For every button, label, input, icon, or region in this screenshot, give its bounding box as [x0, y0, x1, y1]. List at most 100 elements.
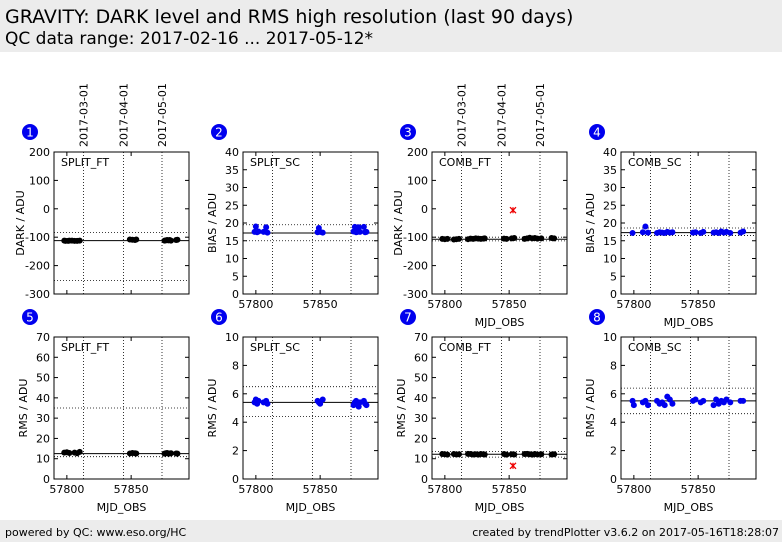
date-tick-label: 2017-05-01 — [156, 83, 169, 147]
y-tick-label: 20 — [603, 217, 617, 230]
x-axis-label: MJD_OBS — [97, 501, 147, 514]
x-tick-label: 57850 — [303, 298, 338, 311]
header-bar: GRAVITY: DARK level and RMS high resolut… — [0, 0, 782, 52]
y-tick-label: 0 — [610, 473, 617, 486]
y-tick-label: 0 — [232, 473, 239, 486]
data-point — [740, 397, 747, 404]
chart-panel-5: 0 10 20 30 40 50 60 70 57800 57850 MJD_OBS RMS / AD… — [17, 309, 190, 514]
x-tick-label: 57850 — [681, 298, 716, 311]
plot-frame — [242, 151, 379, 295]
page-title: GRAVITY: DARK level and RMS high resolut… — [5, 6, 574, 28]
data-point — [456, 235, 462, 242]
y-tick-label: 20 — [225, 217, 239, 230]
plot-frame — [620, 336, 757, 480]
y-tick-label: 60 — [36, 351, 50, 364]
plot-frame — [620, 151, 757, 295]
plot-frame — [53, 336, 190, 480]
date-tick-label: 2017-04-01 — [495, 83, 508, 147]
y-tick-label: 5 — [232, 270, 239, 283]
y-tick-label: 10 — [225, 331, 239, 344]
panel-number: 7 — [404, 311, 412, 325]
panel-number: 1 — [26, 126, 34, 140]
x-tick-label: 57800 — [427, 483, 462, 496]
y-tick-label: 100 — [29, 174, 50, 187]
panel-label: SPLIT_FT — [61, 156, 109, 169]
y-tick-label: 50 — [414, 372, 428, 385]
y-tick-label: 40 — [225, 146, 239, 159]
footer-credit: powered by QC: www.eso.org/HC — [5, 526, 187, 539]
data-point — [538, 451, 545, 458]
y-axis-label: RMS / ADU — [395, 379, 408, 438]
y-tick-label: 35 — [225, 164, 239, 177]
panel-label: COMB_SC — [628, 341, 682, 354]
panel-number: 6 — [215, 311, 223, 325]
data-point — [551, 235, 558, 242]
data-point — [363, 402, 370, 409]
outlier-point — [509, 206, 517, 214]
panel-number: 5 — [26, 311, 34, 325]
panel-label: SPLIT_FT — [61, 341, 109, 354]
panel-number: 3 — [404, 126, 412, 140]
y-tick-label: 2 — [232, 445, 239, 458]
data-point — [710, 402, 717, 409]
data-point — [319, 396, 326, 403]
y-tick-label: 10 — [225, 253, 239, 266]
data-point — [700, 397, 707, 404]
data-point — [264, 229, 271, 236]
x-tick-label: 57850 — [303, 483, 338, 496]
y-tick-label: 20 — [414, 432, 428, 445]
x-tick-label: 57800 — [238, 298, 273, 311]
footer-bar: powered by QC: www.eso.org/HC created by… — [0, 520, 782, 542]
data-point — [645, 229, 651, 236]
panel-label: SPLIT_SC — [250, 156, 300, 169]
y-axis-label: RMS / ADU — [584, 379, 597, 438]
data-point — [174, 236, 181, 243]
y-tick-label: 2 — [610, 445, 617, 458]
data-point — [444, 235, 451, 242]
plot-frame — [431, 336, 568, 480]
date-tick-label: 2017-05-01 — [534, 83, 547, 147]
x-tick-label: 57800 — [427, 298, 462, 311]
y-tick-label: 0 — [232, 288, 239, 301]
data-point — [639, 229, 646, 236]
y-tick-label: 10 — [36, 453, 50, 466]
data-point — [355, 224, 362, 231]
plot-frame — [53, 151, 190, 295]
y-tick-label: 10 — [414, 453, 428, 466]
data-point — [481, 451, 488, 458]
data-point — [133, 450, 140, 457]
data-point — [263, 224, 270, 231]
x-tick-label: 57850 — [492, 298, 527, 311]
x-axis-label: MJD_OBS — [286, 501, 336, 514]
data-point — [66, 450, 73, 457]
y-tick-label: -100 — [403, 231, 428, 244]
y-tick-label: 50 — [36, 372, 50, 385]
y-tick-label: 0 — [610, 288, 617, 301]
y-tick-label: 40 — [414, 392, 428, 405]
date-tick-label: 2017-04-01 — [117, 83, 130, 147]
y-tick-label: 0 — [43, 203, 50, 216]
data-point — [629, 229, 636, 236]
data-point — [511, 451, 518, 458]
page-subtitle: QC data range: 2017-02-16 ... 2017-05-12… — [5, 29, 374, 49]
x-tick-label: 57800 — [238, 483, 273, 496]
y-tick-label: 4 — [232, 416, 239, 429]
panel-number-badge — [589, 309, 605, 325]
data-point — [357, 228, 363, 235]
data-point — [692, 229, 699, 236]
panel-number-badge — [211, 124, 227, 140]
data-point — [76, 448, 83, 455]
x-tick-label: 57800 — [616, 483, 651, 496]
y-tick-label: 30 — [603, 182, 617, 195]
y-tick-label: -200 — [403, 260, 428, 273]
y-tick-label: 8 — [610, 359, 617, 372]
y-tick-label: 30 — [414, 412, 428, 425]
data-point — [319, 229, 326, 236]
chart-panel-3: 2017-03-01 2017-04-01 2017-05-01 -300 -200 -1… — [392, 83, 568, 329]
y-tick-label: 5 — [610, 270, 617, 283]
data-point — [727, 399, 734, 406]
panel-label: SPLIT_SC — [250, 341, 300, 354]
x-tick-label: 57850 — [681, 483, 716, 496]
y-tick-label: 20 — [36, 432, 50, 445]
